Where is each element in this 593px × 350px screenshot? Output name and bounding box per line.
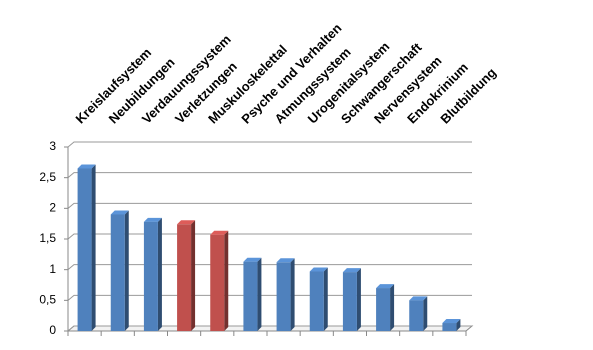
- bar: [342, 272, 357, 331]
- bar-side: [124, 210, 129, 331]
- y-tick-label: 2: [49, 201, 56, 215]
- bar-side: [290, 258, 295, 331]
- y-tick-label: 1,5: [39, 231, 56, 245]
- y-tick-label: 0,5: [39, 293, 56, 307]
- bar: [376, 288, 391, 331]
- bar-side: [423, 296, 428, 331]
- bar-top: [110, 210, 129, 215]
- bar-side: [191, 220, 196, 331]
- grid-line: [67, 264, 472, 271]
- bar: [276, 262, 291, 331]
- bar: [143, 221, 158, 331]
- bar: [210, 234, 225, 331]
- bar-side: [91, 164, 96, 331]
- bar: [177, 224, 192, 331]
- bar-side: [356, 268, 361, 331]
- bar: [409, 300, 424, 331]
- bar-top: [143, 217, 162, 222]
- bar: [309, 271, 324, 331]
- bar: [243, 261, 258, 331]
- bar-top: [210, 230, 229, 235]
- bar-side: [224, 230, 229, 331]
- bar-side: [157, 217, 162, 331]
- y-tick-label: 2,5: [39, 170, 56, 184]
- bar-side: [323, 267, 328, 331]
- y-tick-label: 0: [49, 323, 56, 337]
- bar-side: [390, 284, 395, 331]
- y-tick-label: 3: [49, 139, 56, 153]
- bar-side: [456, 319, 461, 331]
- grid-line: [67, 202, 472, 209]
- bar-top: [309, 267, 328, 272]
- y-tick-label: 1: [49, 262, 56, 276]
- bar-top: [77, 164, 96, 169]
- bar-top: [276, 258, 295, 263]
- bar-top: [243, 257, 262, 262]
- grid-line: [67, 294, 472, 301]
- bar-side: [257, 257, 262, 331]
- grid-line: [67, 233, 472, 240]
- grid-line: [67, 325, 472, 332]
- bar-top: [442, 319, 461, 324]
- bar-top: [376, 284, 395, 289]
- grid-line: [67, 172, 472, 179]
- bar: [77, 168, 92, 331]
- bar-top: [409, 296, 428, 301]
- bar: [442, 323, 457, 331]
- bar-top: [342, 268, 361, 273]
- bar: [110, 214, 125, 331]
- grid-line: [67, 141, 472, 148]
- bar-top: [177, 220, 196, 225]
